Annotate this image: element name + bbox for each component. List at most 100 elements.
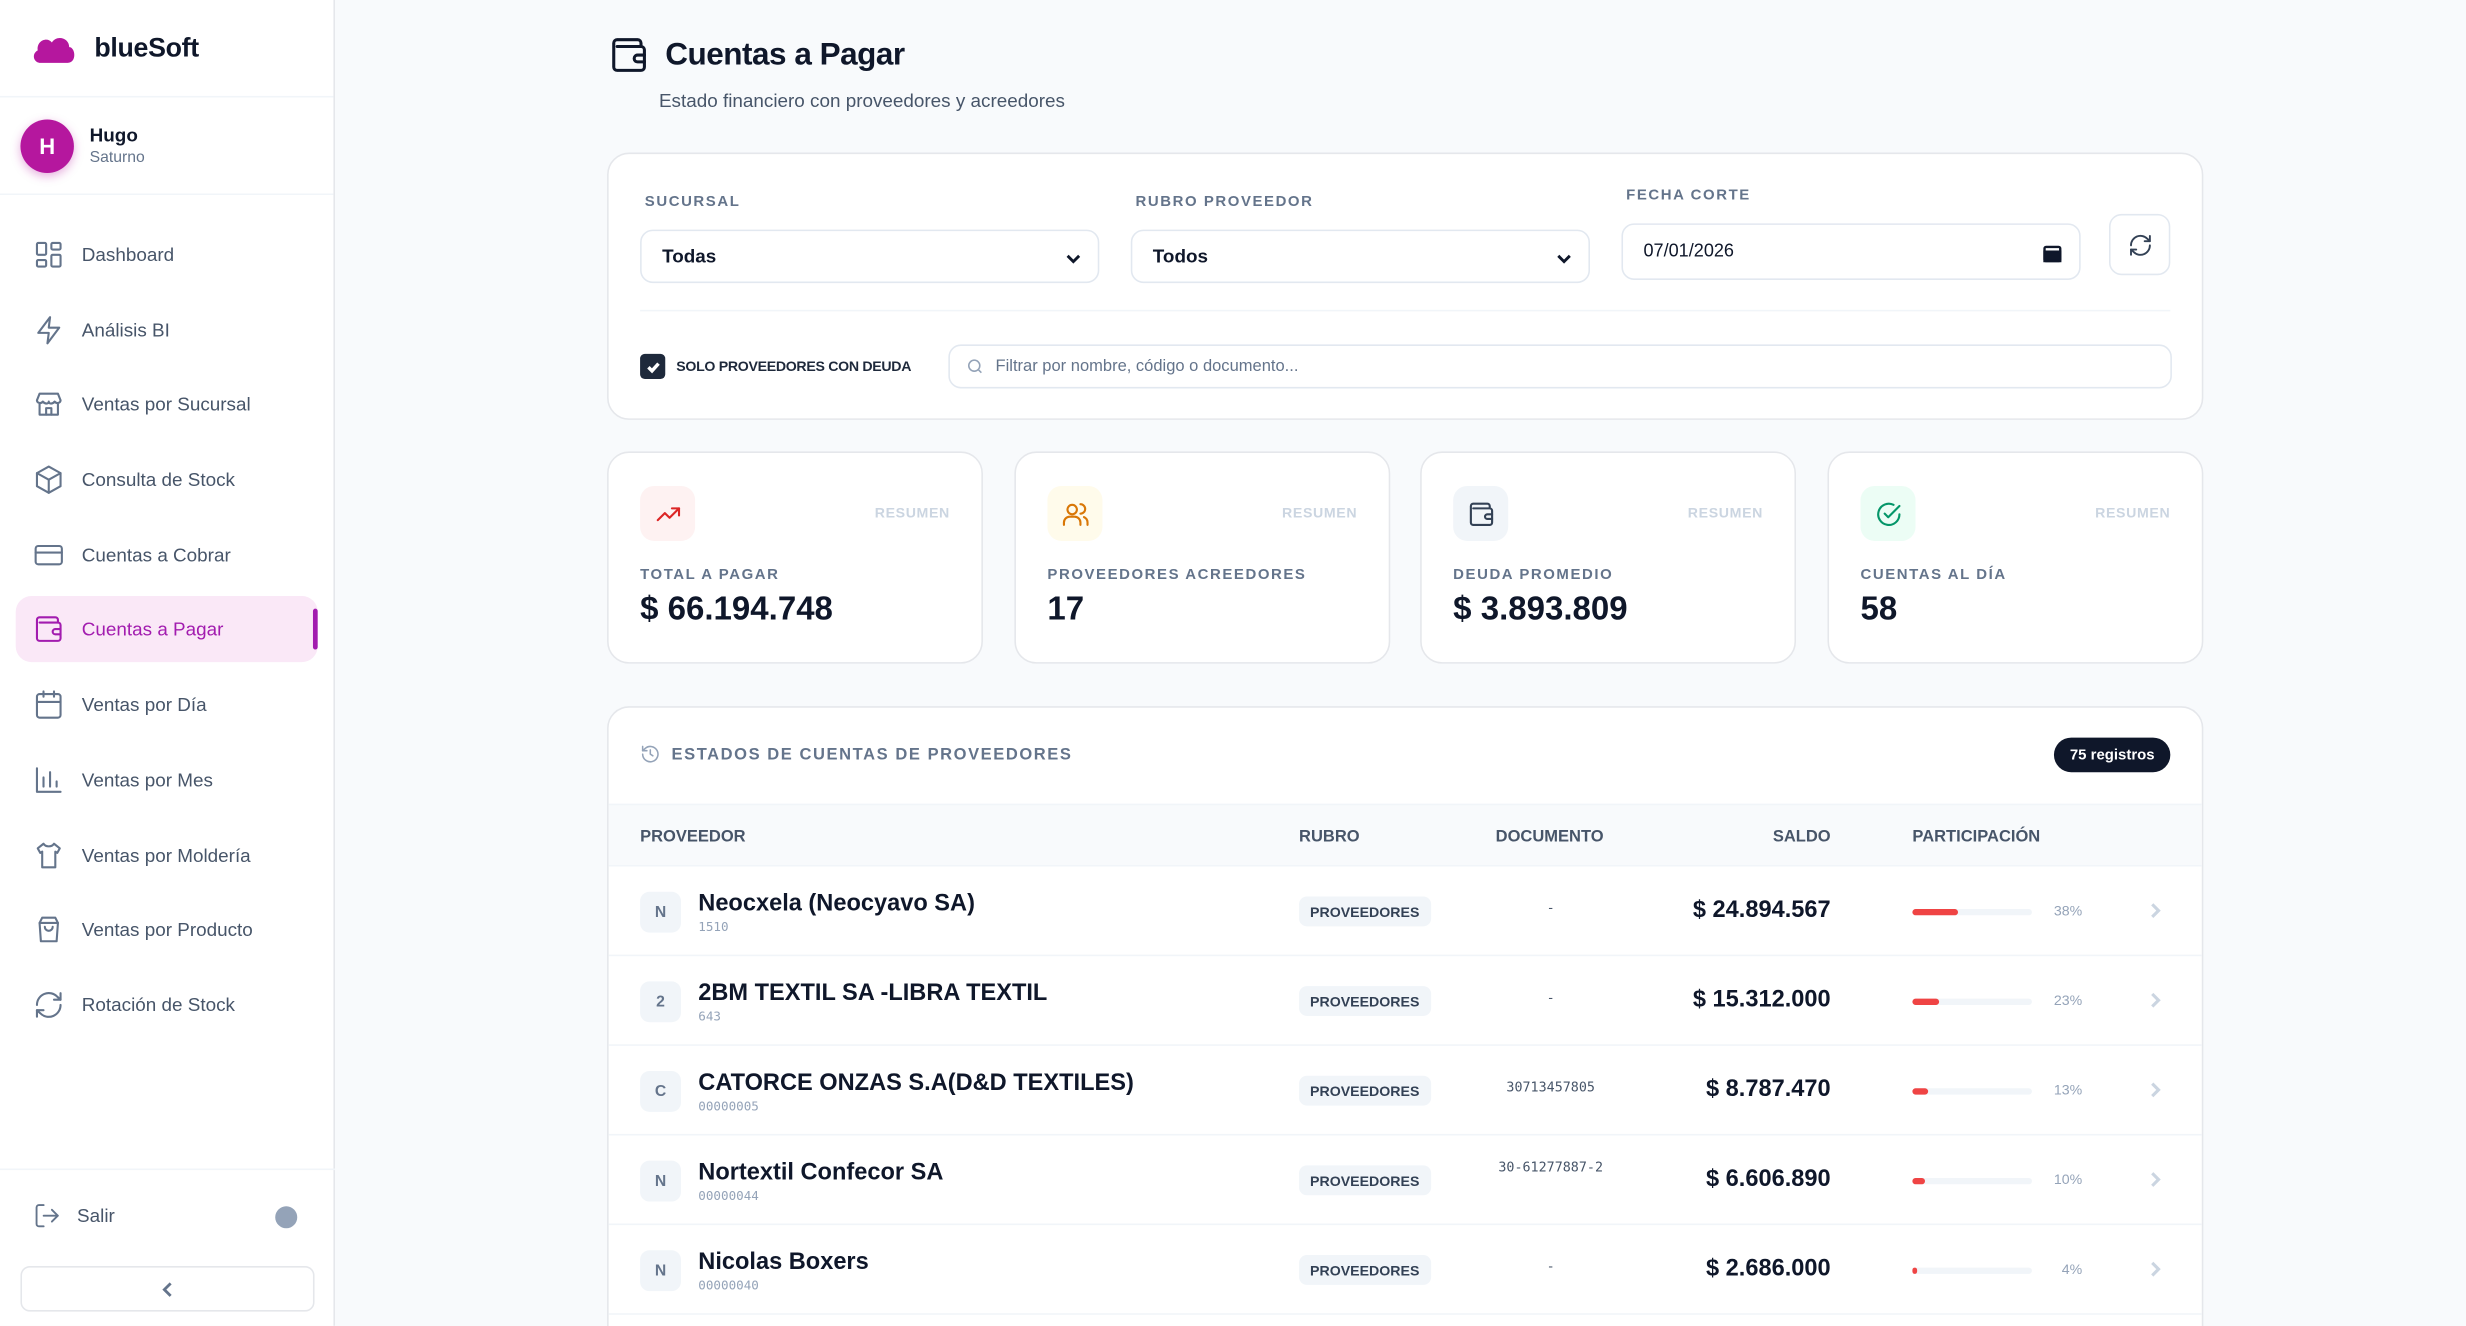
chevron-right-icon[interactable]: [2145, 991, 2164, 1010]
sucursal-select[interactable]: Todas: [640, 229, 1100, 284]
sidebar-item-label: Análisis BI: [81, 318, 170, 341]
sidebar-item-ventas-dia[interactable]: Ventas por Día: [16, 672, 318, 738]
sidebar-item-ventas-molderia[interactable]: Ventas por Moldería: [16, 822, 318, 888]
sidebar-item-label: Ventas por Moldería: [81, 843, 251, 866]
table-row[interactable]: N Nicolas Boxers 00000040 PROVEEDORES - …: [608, 1225, 2202, 1315]
column-header-saldo[interactable]: SALDO: [1772, 827, 1831, 847]
wallet-icon: [1469, 501, 1493, 526]
participation-bar-fill: [1912, 998, 1940, 1005]
users-icon: [1062, 502, 1088, 526]
participation-bar: [1912, 1267, 2032, 1274]
collapse-sidebar-button[interactable]: [20, 1266, 315, 1312]
row-rubro: PROVEEDORES: [1299, 986, 1431, 1016]
sidebar-item-label: Ventas por Producto: [81, 918, 253, 941]
sidebar-item-ventas-sucursal[interactable]: Ventas por Sucursal: [16, 372, 318, 438]
row-rubro: PROVEEDORES: [1299, 896, 1431, 927]
theme-toggle[interactable]: [275, 1206, 298, 1229]
table-row[interactable]: N Neocxela (Neocyavo SA) 1510 PROVEEDORE…: [608, 867, 2202, 957]
sidebar-item-ventas-producto[interactable]: Ventas por Producto: [16, 897, 318, 963]
credit-card-icon: [34, 544, 63, 565]
brand[interactable]: blueSoft: [0, 0, 334, 98]
kpi-icon-box: [1047, 485, 1103, 542]
sidebar-item-label: Ventas por Día: [81, 693, 207, 716]
sidebar-item-dashboard[interactable]: Dashboard: [16, 222, 318, 288]
row-saldo: $ 6.606.890: [1705, 1165, 1831, 1193]
chevron-right-icon[interactable]: [2145, 1170, 2164, 1189]
sidebar-item-label: Rotación de Stock: [81, 993, 235, 1016]
refresh-icon: [35, 991, 62, 1018]
chevron-right-icon[interactable]: [2145, 901, 2164, 920]
column-header-rubro[interactable]: RUBRO: [1299, 827, 1360, 847]
participation-bar: [1912, 909, 2032, 916]
sidebar-item-label: Cuentas a Cobrar: [81, 543, 231, 566]
kpi-icon-box: [1860, 485, 1916, 542]
kpi-label: PROVEEDORES ACREEDORES: [1047, 566, 1307, 584]
row-rubro: PROVEEDORES: [1299, 1165, 1431, 1196]
chevron-right-icon[interactable]: [2145, 1080, 2164, 1099]
table-row[interactable]: 2 2BM TEXTIL SA -LIBRA TEXTIL 643 PROVEE…: [608, 956, 2202, 1046]
sidebar-item-cuentas-cobrar[interactable]: Cuentas a Cobrar: [16, 522, 318, 588]
row-name: Neocxela (Neocyavo SA): [698, 890, 975, 917]
chevron-down-icon: [1557, 254, 1571, 264]
sidebar-item-analisis-bi[interactable]: Análisis BI: [16, 297, 318, 363]
participation-bar-fill: [1912, 1177, 1925, 1185]
participation-bar-fill: [1912, 1088, 1928, 1095]
search-field[interactable]: [948, 344, 2172, 389]
fecha-input[interactable]: 07/01/2026: [1621, 223, 2081, 280]
table-header: PROVEEDOR RUBRO DOCUMENTO SALDO PARTICIP…: [608, 803, 2202, 867]
chevron-right-icon[interactable]: [2145, 1260, 2164, 1279]
row-code: 00000005: [698, 1099, 759, 1114]
solo-deuda-checkbox[interactable]: [640, 353, 666, 380]
search-input[interactable]: [995, 357, 2097, 376]
kpi-value: $ 3.893.809: [1453, 591, 1628, 628]
row-name: Nortextil Confecor SA: [698, 1159, 944, 1186]
refresh-button[interactable]: [2108, 213, 2171, 276]
avatar: H: [20, 118, 74, 173]
row-code: 643: [698, 1009, 722, 1024]
sidebar-item-consulta-stock[interactable]: Consulta de Stock: [16, 447, 318, 513]
sidebar-item-ventas-mes[interactable]: Ventas por Mes: [16, 747, 318, 813]
dashboard-icon: [35, 241, 62, 268]
column-header-participacion[interactable]: PARTICIPACIÓN: [1912, 827, 2041, 847]
logout-button[interactable]: Salir: [0, 1170, 335, 1230]
participation-bar-fill: [1912, 1267, 1918, 1274]
row-documento: -: [1546, 1259, 1555, 1276]
bar-chart-icon: [35, 766, 62, 793]
check-icon: [646, 361, 660, 373]
row-initial: N: [640, 891, 681, 933]
row-initial: N: [640, 1250, 681, 1292]
brand-name: blueSoft: [94, 32, 199, 63]
proveedores-table: ESTADOS DE CUENTAS DE PROVEEDORES 75 reg…: [607, 706, 2204, 1326]
fecha-value: 07/01/2026: [1643, 242, 1735, 262]
wallet-icon: [612, 38, 646, 72]
row-saldo: $ 15.312.000: [1692, 986, 1831, 1013]
sidebar-item-rotacion-stock[interactable]: Rotación de Stock: [16, 972, 318, 1038]
sidebar-item-label: Ventas por Mes: [81, 768, 213, 791]
kpi-label: CUENTAS AL DÍA: [1860, 566, 2007, 584]
row-documento: 30-61277887-2: [1498, 1160, 1603, 1177]
table-row[interactable]: N Nortextil Confecor SA 00000044 PROVEED…: [608, 1135, 2202, 1226]
row-code: 00000044: [698, 1188, 759, 1204]
column-header-documento[interactable]: DOCUMENTO: [1495, 827, 1604, 847]
row-rubro: PROVEEDORES: [1299, 1075, 1431, 1106]
logout-icon: [35, 1204, 59, 1228]
chevron-left-icon: [161, 1281, 171, 1297]
row-initial: 2: [640, 981, 681, 1023]
check-circle-icon: [1876, 501, 1900, 526]
solo-deuda-label[interactable]: SOLO PROVEEDORES CON DEUDA: [676, 358, 912, 375]
cloud-icon: [33, 37, 75, 63]
calendar-icon: [35, 690, 62, 719]
column-header-proveedor[interactable]: PROVEEDOR: [640, 827, 746, 847]
trending-up-icon: [655, 506, 680, 521]
kpi-label: TOTAL A PAGAR: [640, 566, 780, 584]
table-title-text: ESTADOS DE CUENTAS DE PROVEEDORES: [671, 744, 1073, 764]
row-saldo: $ 2.686.000: [1705, 1255, 1831, 1282]
shopping-bag-icon: [38, 916, 59, 943]
calendar-icon: [2043, 245, 2062, 263]
user-profile[interactable]: H Hugo Saturno: [0, 98, 334, 196]
rubro-select[interactable]: Todos: [1130, 229, 1590, 284]
table-row[interactable]: C CATORCE ONZAS S.A(D&D TEXTILES) 000000…: [608, 1046, 2202, 1136]
sidebar-item-cuentas-pagar[interactable]: Cuentas a Pagar: [15, 596, 318, 663]
history-icon: [641, 745, 659, 763]
user-name: Hugo: [89, 124, 138, 147]
